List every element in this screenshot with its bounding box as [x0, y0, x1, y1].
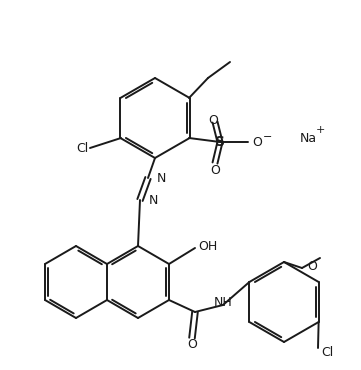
- Text: S: S: [215, 135, 225, 149]
- Text: Na: Na: [300, 131, 317, 145]
- Text: O: O: [187, 337, 197, 350]
- Text: O: O: [208, 114, 218, 127]
- Text: O: O: [210, 164, 220, 176]
- Text: N: N: [149, 194, 158, 206]
- Text: −: −: [263, 132, 273, 142]
- Text: O: O: [252, 135, 262, 148]
- Text: OH: OH: [198, 239, 217, 252]
- Text: NH: NH: [214, 296, 232, 309]
- Text: N: N: [157, 172, 166, 185]
- Text: O: O: [307, 259, 317, 272]
- Text: +: +: [316, 125, 325, 135]
- Text: Cl: Cl: [321, 346, 333, 359]
- Text: Cl: Cl: [76, 141, 88, 155]
